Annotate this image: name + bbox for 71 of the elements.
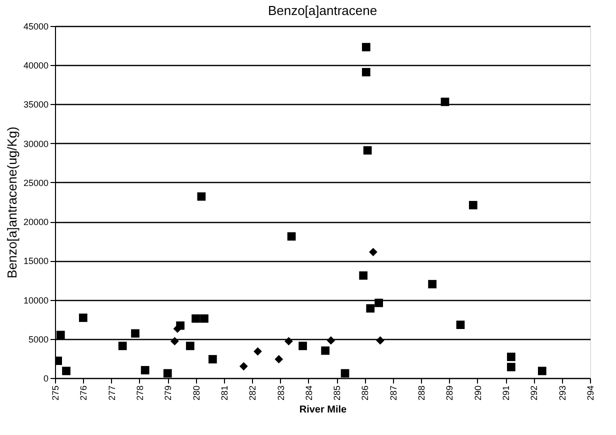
point <box>118 342 127 350</box>
point <box>506 352 516 362</box>
x-tick-label: 282 <box>248 386 258 401</box>
point <box>239 362 248 370</box>
x-tick-label: 290 <box>472 386 483 401</box>
point <box>428 280 436 288</box>
point <box>208 355 217 364</box>
point <box>366 304 375 313</box>
point <box>374 298 383 308</box>
y-tick-label: 5000 <box>28 334 48 344</box>
x-tick-label: 289 <box>444 386 455 401</box>
point <box>140 366 150 374</box>
y-tick-label: 25000 <box>23 178 48 188</box>
point <box>173 324 182 333</box>
point <box>538 366 546 376</box>
point <box>340 369 350 378</box>
x-axis-title: River Mile <box>299 404 348 416</box>
point <box>359 271 368 280</box>
chart-title: Benzo[a]antracene <box>268 3 378 18</box>
y-tick-label: 15000 <box>23 256 48 266</box>
point <box>440 98 450 106</box>
point <box>456 320 465 329</box>
point <box>468 200 478 210</box>
point <box>369 248 378 256</box>
x-tick-label: 275 <box>50 386 60 401</box>
x-tick-label: 293 <box>557 386 568 401</box>
point <box>170 337 179 346</box>
point <box>62 366 70 376</box>
point <box>131 329 140 338</box>
point <box>192 314 200 323</box>
x-tick-label: 291 <box>501 386 512 401</box>
point <box>78 314 88 322</box>
y-tick-label: 35000 <box>23 100 48 110</box>
y-tick-label: 10000 <box>23 295 48 306</box>
point <box>376 336 384 345</box>
point <box>186 342 194 350</box>
point <box>274 355 284 364</box>
x-tick-label: 287 <box>388 386 398 401</box>
x-tick-label: 279 <box>163 386 174 401</box>
point <box>197 192 206 201</box>
y-axis-title: Benzo[a]antracene(ug/Kg) <box>4 126 20 278</box>
x-tick-label: 285 <box>332 386 342 401</box>
point <box>56 330 65 340</box>
x-tick-label: 294 <box>586 386 596 401</box>
x-tick-label: 288 <box>416 386 427 401</box>
point <box>287 232 296 241</box>
x-tick-label: 277 <box>106 386 117 401</box>
point <box>321 346 330 355</box>
y-tick-label: 40000 <box>23 60 48 71</box>
x-tick-label: 281 <box>219 386 230 401</box>
point <box>254 347 262 356</box>
x-tick-label: 286 <box>360 386 370 401</box>
point <box>362 42 370 52</box>
point <box>163 369 172 378</box>
point <box>363 146 372 155</box>
x-tick-label: 292 <box>529 386 540 401</box>
point <box>326 336 336 345</box>
point <box>298 342 307 350</box>
x-tick-label: 284 <box>304 386 314 401</box>
point <box>362 68 370 76</box>
point <box>284 337 293 346</box>
x-tick-label: 276 <box>78 386 89 401</box>
y-tick-label: 30000 <box>23 138 48 149</box>
x-tick-label: 280 <box>191 386 202 401</box>
y-tick-label: 0 <box>43 374 48 384</box>
y-tick-label: 20000 <box>23 217 48 228</box>
y-tick-label: 45000 <box>23 22 48 32</box>
x-tick-label: 278 <box>134 386 145 401</box>
x-tick-label: 283 <box>276 386 286 401</box>
point <box>200 314 208 323</box>
point <box>506 362 516 372</box>
